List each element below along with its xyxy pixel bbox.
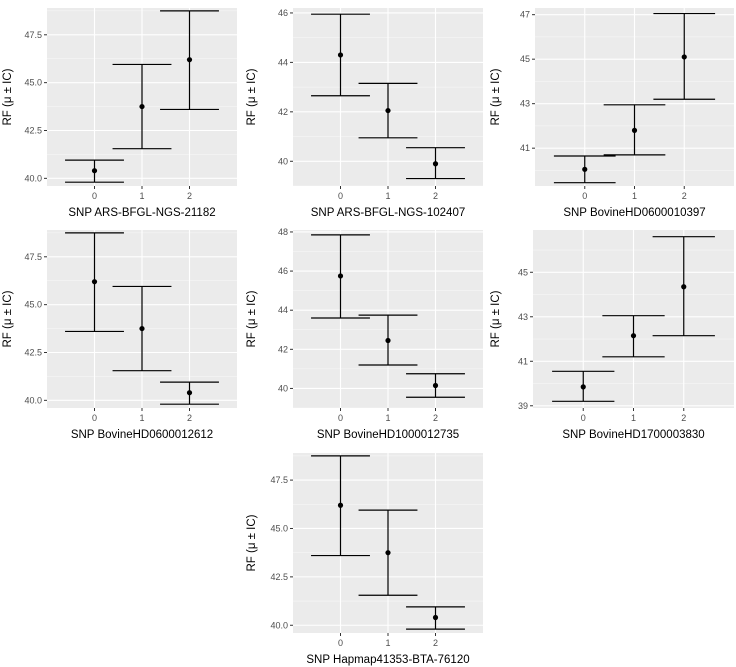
y-tick-label: 40.0 <box>270 620 288 630</box>
y-tick-label: 42 <box>278 344 288 354</box>
x-tick-label: 1 <box>139 413 144 423</box>
mean-point <box>385 107 391 114</box>
x-tick-label: 0 <box>338 413 343 423</box>
y-tick-label: 44 <box>278 57 288 67</box>
mean-point <box>631 127 638 133</box>
x-tick-label: 0 <box>582 191 587 201</box>
mean-point <box>432 614 439 621</box>
chart-panel-6: 39 41 43 45 0 1 2 SNP BovineHD1700003830 RF (μ ±… <box>490 230 734 441</box>
x-axis-title: SNP ARS-BFGL-NGS-102407 <box>311 207 465 219</box>
x-tick-label: 1 <box>385 191 390 201</box>
y-axis-title: RF (μ ± IC) <box>2 68 14 125</box>
x-tick-label: 2 <box>682 191 687 201</box>
mean-point <box>681 54 687 60</box>
x-tick-label: 0 <box>338 638 343 648</box>
x-axis-title: SNP BovineHD0600012612 <box>71 429 213 441</box>
x-tick-label: 1 <box>139 191 144 201</box>
y-tick-label: 46 <box>278 8 288 18</box>
mean-point <box>337 52 344 58</box>
y-tick-label: 42.5 <box>24 347 42 357</box>
y-axis-title: RF (μ ± IC) <box>490 290 502 347</box>
y-tick-label: 42.5 <box>270 572 288 582</box>
y-tick-label: 42 <box>278 107 288 117</box>
x-axis-title: SNP BovineHD1000012735 <box>317 429 459 441</box>
x-tick-label: 0 <box>581 413 586 423</box>
y-tick-label: 45.0 <box>24 78 42 88</box>
y-tick-label: 43 <box>518 312 528 322</box>
y-axis-title: RF (μ ± IC) <box>490 68 502 125</box>
mean-point <box>385 550 391 556</box>
mean-point <box>186 390 193 396</box>
mean-point <box>139 325 145 332</box>
y-tick-label: 48 <box>278 227 288 237</box>
mean-point <box>139 103 145 110</box>
x-tick-label: 0 <box>92 191 97 201</box>
mean-point <box>432 382 439 389</box>
x-tick-label: 2 <box>187 191 192 201</box>
y-tick-label: 45 <box>520 54 530 64</box>
x-tick-label: 2 <box>187 413 192 423</box>
y-tick-label: 45.0 <box>270 523 288 533</box>
y-tick-label: 45 <box>518 267 528 277</box>
mean-point <box>582 166 588 172</box>
y-tick-label: 44 <box>278 305 288 315</box>
x-tick-label: 2 <box>433 191 438 201</box>
y-tick-label: 46 <box>278 266 288 276</box>
y-tick-label: 47.5 <box>24 30 42 40</box>
mean-point <box>337 502 344 508</box>
x-tick-label: 2 <box>433 638 438 648</box>
mean-point <box>337 273 344 279</box>
chart-panel-7: 40.0 42.5 45.0 47.5 0 1 2 SNP Hapmap41353-BTA-7… <box>246 453 483 666</box>
y-tick-label: 40 <box>278 383 288 393</box>
y-tick-label: 39 <box>518 401 528 411</box>
y-tick-label: 47.5 <box>270 475 288 485</box>
y-tick-label: 41 <box>520 143 530 153</box>
x-tick-label: 2 <box>681 413 686 423</box>
chart-panel-3: 41 43 45 47 0 1 2 SNP BovineHD0600010397 RF (μ ±… <box>490 8 734 219</box>
x-tick-label: 0 <box>92 413 97 423</box>
y-axis-title: RF (μ ± IC) <box>246 68 258 125</box>
chart-panel-1: 40.0 42.5 45.0 47.5 0 1 2 SNP ARS-BFGL-NGS-2118… <box>2 8 237 219</box>
mean-point <box>580 384 586 390</box>
mean-point <box>186 57 193 63</box>
chart-panel-2: 40 42 44 46 0 1 2 SNP ARS-BFGL-NGS-102407 RF (μ … <box>246 8 483 219</box>
y-tick-label: 43 <box>520 99 530 109</box>
mean-point <box>630 333 637 339</box>
x-tick-label: 2 <box>433 413 438 423</box>
mean-point <box>681 284 687 290</box>
y-tick-label: 41 <box>518 356 528 366</box>
x-tick-label: 1 <box>385 638 390 648</box>
y-tick-label: 40.0 <box>24 395 42 405</box>
x-axis-title: SNP BovineHD1700003830 <box>562 429 704 441</box>
y-tick-label: 40 <box>278 156 288 166</box>
x-tick-label: 1 <box>385 413 390 423</box>
y-axis-title: RF (μ ± IC) <box>246 290 258 347</box>
x-axis-title: SNP BovineHD0600010397 <box>563 207 705 219</box>
mean-point <box>432 161 439 167</box>
y-tick-label: 47.5 <box>24 252 42 262</box>
y-axis-title: RF (μ ± IC) <box>246 514 258 571</box>
x-tick-label: 1 <box>632 191 637 201</box>
y-tick-label: 47 <box>520 10 530 20</box>
y-tick-label: 40.0 <box>24 173 42 183</box>
y-tick-label: 42.5 <box>24 125 42 135</box>
x-axis-title: SNP Hapmap41353-BTA-76120 <box>306 654 469 666</box>
chart-panel-5: 40 42 44 46 48 0 1 2 SNP BovineHD1000012735 RF (μ… <box>246 227 483 441</box>
x-axis-title: SNP ARS-BFGL-NGS-21182 <box>68 207 215 219</box>
mean-point <box>91 279 98 285</box>
x-tick-label: 1 <box>631 413 636 423</box>
mean-point <box>385 337 391 344</box>
chart-panel-4: 40.0 42.5 45.0 47.5 0 1 2 SNP BovineHD060001261… <box>2 230 237 441</box>
x-tick-label: 0 <box>338 191 343 201</box>
y-axis-title: RF (μ ± IC) <box>2 290 14 347</box>
mean-point <box>91 168 98 174</box>
y-tick-label: 45.0 <box>24 300 42 310</box>
